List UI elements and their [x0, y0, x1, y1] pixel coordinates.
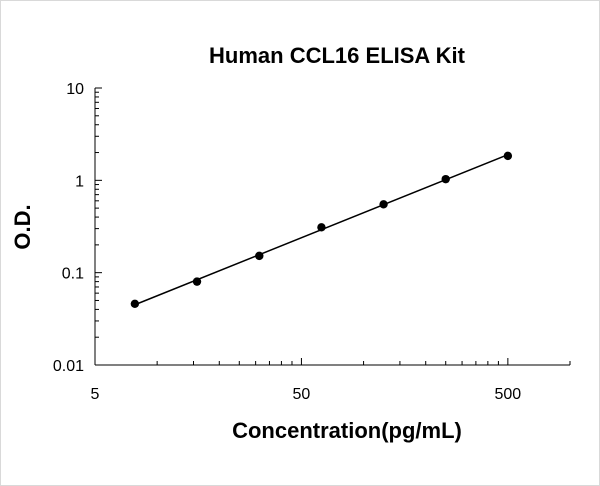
data-point	[192, 277, 202, 286]
x-tick-label: 5	[91, 386, 100, 403]
y-tick-label: 0.01	[53, 358, 84, 375]
plot-area: 0.01 0.1 1 10 5 50 500	[53, 81, 571, 403]
data-point	[503, 151, 513, 161]
chart-title: Human CCL16 ELISA Kit	[209, 43, 466, 68]
y-axis-label: O.D.	[10, 204, 35, 249]
x-tick-label: 50	[293, 386, 311, 403]
y-tick-label: 0.1	[62, 266, 84, 283]
x-axis-label: Concentration(pg/mL)	[232, 418, 462, 443]
data-point	[441, 174, 450, 184]
y-tick-label: 1	[75, 173, 84, 190]
data-point	[317, 223, 326, 232]
y-tick-label: 10	[66, 81, 84, 98]
data-point	[379, 200, 388, 209]
data-point	[130, 299, 140, 309]
data-point	[255, 251, 264, 261]
x-tick-label: 500	[495, 386, 522, 403]
